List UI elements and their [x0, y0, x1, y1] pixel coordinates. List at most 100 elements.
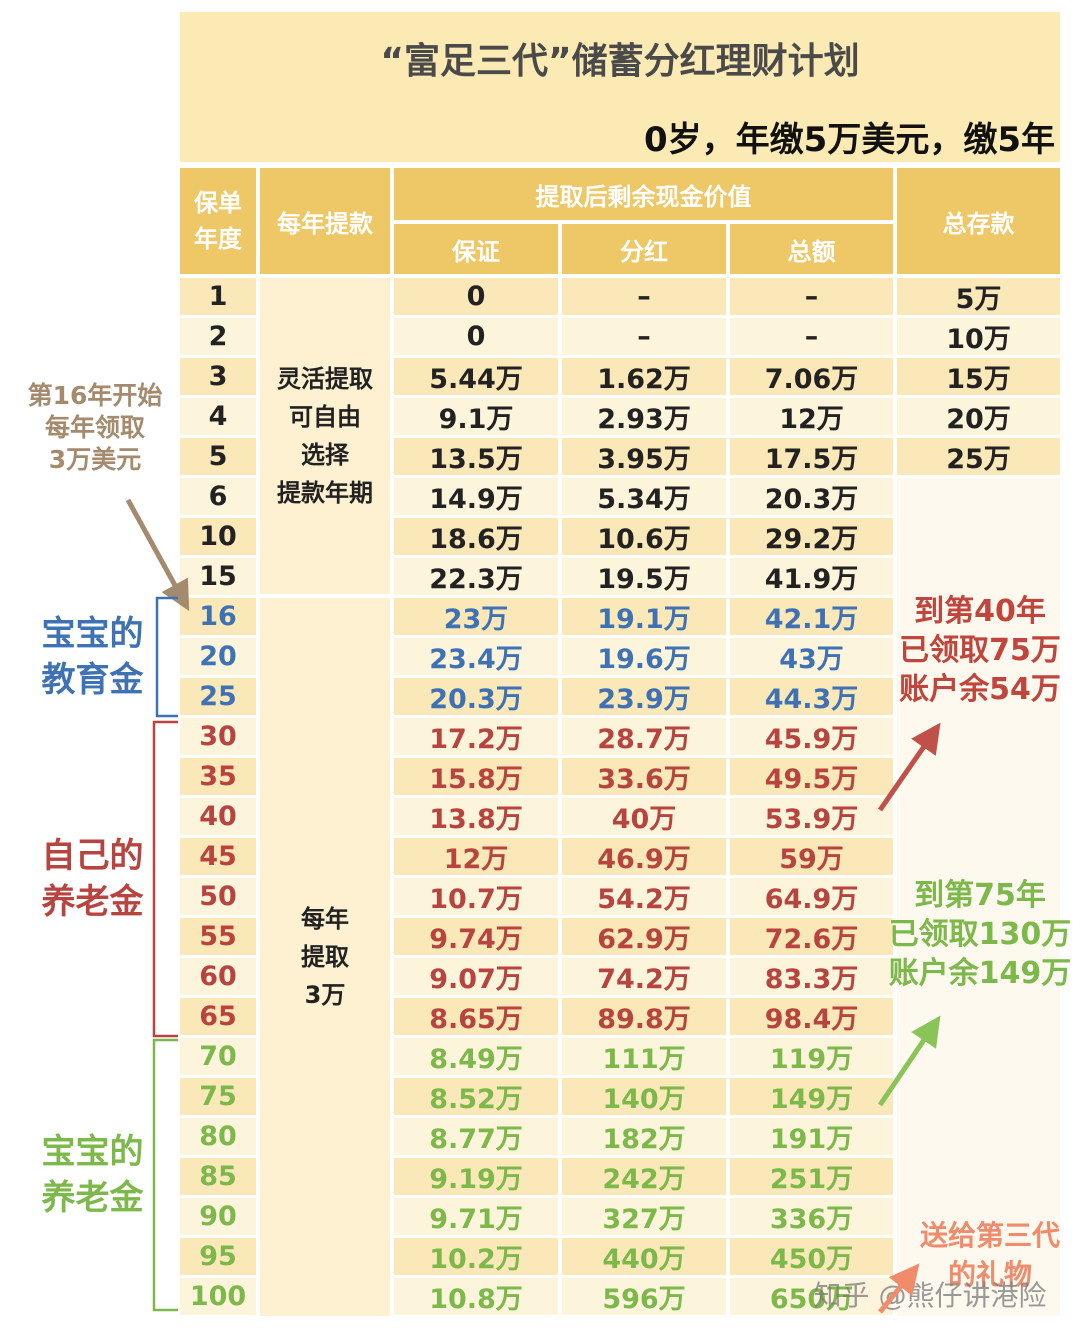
- table-cell: 10.2万: [429, 1244, 523, 1275]
- cell-bg: [730, 398, 893, 435]
- table-cell: 8.49万: [429, 1044, 523, 1075]
- cell-bg: [562, 1198, 726, 1235]
- cell-bg: [180, 1118, 256, 1155]
- cell-bg: [394, 1238, 558, 1275]
- cell-bg: [730, 518, 893, 555]
- cell-bg: [394, 598, 558, 635]
- table-cell: –: [804, 281, 819, 312]
- cell-bg: [562, 638, 726, 675]
- table-cell: 8.77万: [429, 1124, 523, 1155]
- note-line: 的礼物: [947, 1258, 1032, 1291]
- cell-bg: [394, 878, 558, 915]
- note-line: 到第75年: [914, 878, 1046, 913]
- cell-bg: [394, 918, 558, 955]
- cell-bg: [730, 878, 893, 915]
- table-cell: 95: [199, 1241, 237, 1272]
- cell-bg: [562, 1278, 726, 1315]
- table-cell: 10.8万: [429, 1284, 523, 1315]
- note-line: 已领取75万: [899, 633, 1061, 668]
- table-cell: 191万: [769, 1124, 854, 1155]
- table-cell: 596万: [602, 1284, 686, 1315]
- table-cell: 45.9万: [764, 724, 859, 755]
- table-cell: 19.6万: [597, 644, 691, 675]
- annotation: 到第75年 已领取130万 账户余149万: [880, 876, 1080, 993]
- cell-bg: [394, 678, 558, 715]
- table-cell: 9.74万: [429, 924, 523, 955]
- table-cell: 72.6万: [764, 924, 859, 955]
- cell-bg: [730, 1078, 893, 1115]
- table-cell: 0: [466, 321, 486, 352]
- table-cell: 59万: [779, 844, 844, 875]
- cell-bg: [562, 1078, 726, 1115]
- table-cell: 40万: [611, 804, 677, 835]
- cell-bg: [730, 558, 893, 595]
- cell-bg: [730, 278, 893, 315]
- cell-bg: [180, 798, 256, 835]
- table-cell: 251万: [769, 1164, 854, 1195]
- table-cell: 28.7万: [597, 724, 691, 755]
- table-cell: 17.2万: [429, 724, 523, 755]
- cell-bg: [730, 998, 893, 1035]
- cell-bg: [180, 878, 256, 915]
- cell-bg: [730, 838, 893, 875]
- cell-bg: [730, 678, 893, 715]
- header-text: 每年提款: [277, 209, 373, 238]
- cell-bg: [730, 638, 893, 675]
- header-cell: [394, 168, 893, 220]
- label-line: 养老金: [41, 882, 144, 922]
- note-line: 3万: [304, 981, 346, 1009]
- cell-bg: [730, 1118, 893, 1155]
- cell-bg: [394, 358, 558, 395]
- cell-bg: [562, 878, 726, 915]
- table-cell: 5.34万: [597, 484, 691, 515]
- table-cell: 12万: [443, 844, 509, 875]
- table-cell: 242万: [602, 1164, 686, 1195]
- cell-bg: [180, 398, 256, 435]
- table-cell: 2: [208, 321, 228, 352]
- deposit: 20万: [946, 404, 1011, 435]
- table-cell: 98.4万: [764, 1004, 859, 1035]
- cell-bg: [180, 678, 256, 715]
- cell-bg: [730, 918, 893, 955]
- cell-bg: [562, 838, 726, 875]
- table-cell: 111万: [602, 1044, 686, 1075]
- table-cell: 336万: [769, 1204, 854, 1235]
- table-cell: 70: [199, 1041, 237, 1072]
- cell-bg: [730, 798, 893, 835]
- table-cell: 149万: [769, 1084, 854, 1115]
- cell-bg: [180, 1078, 256, 1115]
- cell-bg: [180, 918, 256, 955]
- note-line: 到第40年: [914, 594, 1046, 629]
- cell-bg: [394, 278, 558, 315]
- table-cell: 14.9万: [429, 484, 523, 515]
- table-cell: 54.2万: [597, 884, 691, 915]
- table-cell: 49.5万: [764, 764, 859, 795]
- cell-bg: [562, 358, 726, 395]
- cell-bg: [897, 398, 1060, 435]
- group-label: 宝宝的 教育金: [20, 598, 165, 716]
- cell-bg: [730, 718, 893, 755]
- cell-bg: [562, 478, 726, 515]
- watermark: 知乎 @熊仔讲港险: [813, 1279, 1047, 1312]
- table-cell: 182万: [602, 1124, 686, 1155]
- table-cell: –: [637, 281, 651, 312]
- table-cell: 50: [199, 881, 237, 912]
- cell-bg: [562, 678, 726, 715]
- cell-bg: [180, 558, 256, 595]
- table-cell: 12万: [779, 404, 844, 435]
- cell-bg: [394, 1158, 558, 1195]
- cell-bg: [562, 798, 726, 835]
- cell-bg: [180, 478, 256, 515]
- table-cell: 10.6万: [597, 524, 691, 555]
- cell-bg: [180, 958, 256, 995]
- cell-bg: [180, 518, 256, 555]
- cell-bg: [180, 718, 256, 755]
- table-cell: 83.3万: [764, 964, 859, 995]
- table-cell: 8.65万: [429, 1004, 523, 1035]
- table-cell: 450万: [769, 1244, 854, 1275]
- table-cell: 440万: [602, 1244, 686, 1275]
- table-cell: 30: [199, 721, 237, 752]
- header-cell: [730, 224, 893, 274]
- cell-bg: [394, 478, 558, 515]
- cell-bg: [394, 558, 558, 595]
